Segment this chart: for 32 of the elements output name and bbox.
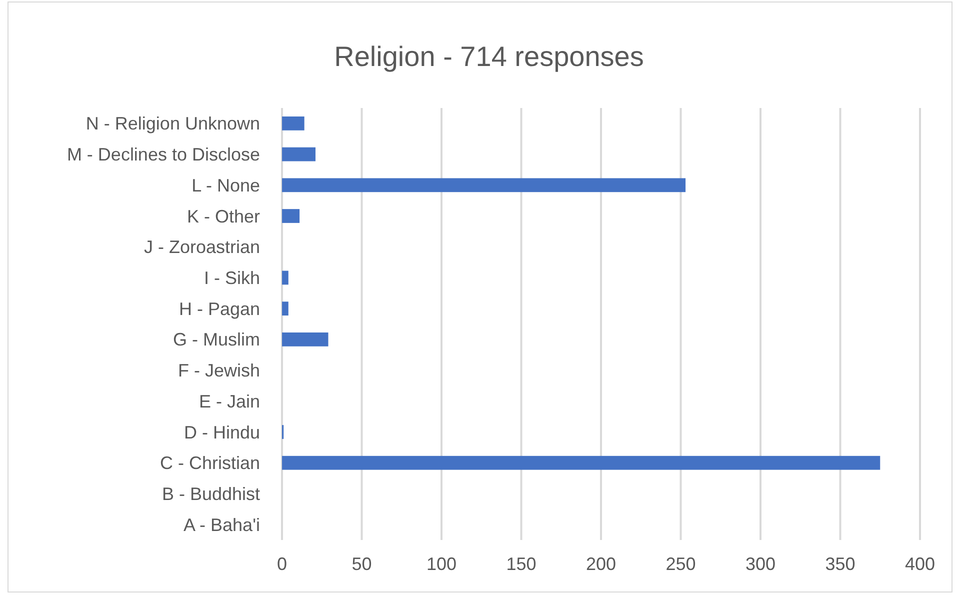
bar (282, 332, 328, 346)
y-tick-label: D - Hindu (184, 422, 260, 442)
x-tick-label: 250 (666, 554, 696, 574)
x-tick-label: 100 (426, 554, 457, 574)
y-tick-label: N - Religion Unknown (86, 114, 260, 134)
y-tick-label: K - Other (186, 206, 260, 226)
bar (282, 116, 304, 130)
x-tick-label: 0 (276, 554, 288, 574)
bar (282, 456, 880, 470)
bar (282, 147, 316, 162)
bar (282, 270, 288, 285)
x-tick-label: 400 (904, 554, 936, 574)
y-tick-label: F - Jewish (178, 360, 260, 381)
y-tick-label: J - Zoroastrian (144, 237, 260, 258)
y-tick-label: H - Pagan (178, 298, 260, 319)
bar (282, 209, 300, 223)
x-tick-label: 200 (586, 554, 616, 574)
bar (282, 178, 686, 192)
x-tick-label: 300 (745, 554, 776, 574)
y-tick-label: L - None (192, 175, 260, 196)
y-tick-label: A - Baha'i (184, 514, 260, 535)
x-tick-label: 150 (506, 554, 536, 574)
y-tick-label: M - Declines to Disclose (66, 144, 260, 165)
chart-title: Religion - 714 responses (334, 41, 644, 72)
x-tick-label: 50 (352, 554, 372, 574)
y-tick-label: I - Sikh (204, 268, 260, 288)
x-tick-label: 350 (825, 554, 856, 574)
y-tick-label: C - Christian (160, 453, 260, 474)
y-tick-label: B - Buddhist (162, 484, 260, 504)
bar (282, 302, 288, 316)
y-tick-label: E - Jain (198, 391, 260, 412)
y-tick-label: G - Muslim (173, 330, 260, 350)
